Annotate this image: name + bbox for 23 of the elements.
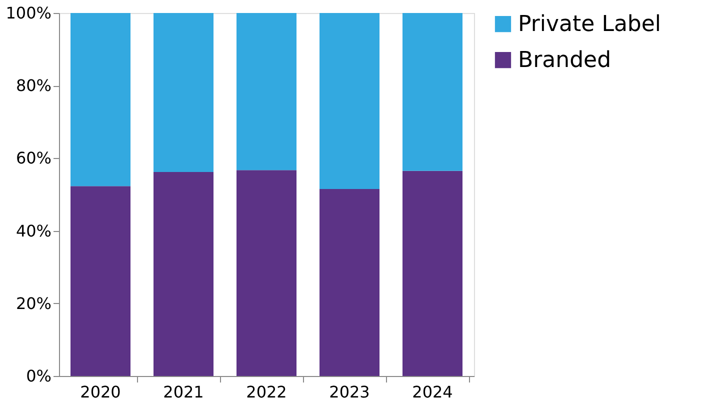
bar [154,172,214,376]
bar [154,13,214,172]
y-tick-label: 60% [16,148,52,168]
bar [320,189,380,376]
y-tick-label: 20% [16,294,52,313]
x-tick-label: 2022 [246,382,287,402]
y-tick-label: 100% [6,4,52,22]
bar [320,13,380,190]
bar [402,13,462,171]
x-tick-label: 2021 [163,382,204,402]
x-tick-label: 2023 [329,382,370,402]
y-tick-label: 80% [16,76,52,96]
y-tick-label: 0% [26,366,52,386]
legend-label: Private Label [518,12,662,37]
y-tick-label: 40% [16,221,52,240]
bar [236,13,296,170]
bar [70,186,130,376]
legend-label: Branded [518,48,612,73]
bar [236,170,296,376]
bar [402,170,462,376]
x-tick-label: 2020 [80,382,121,402]
x-tick-label: 2024 [412,382,453,402]
bar [70,13,130,186]
